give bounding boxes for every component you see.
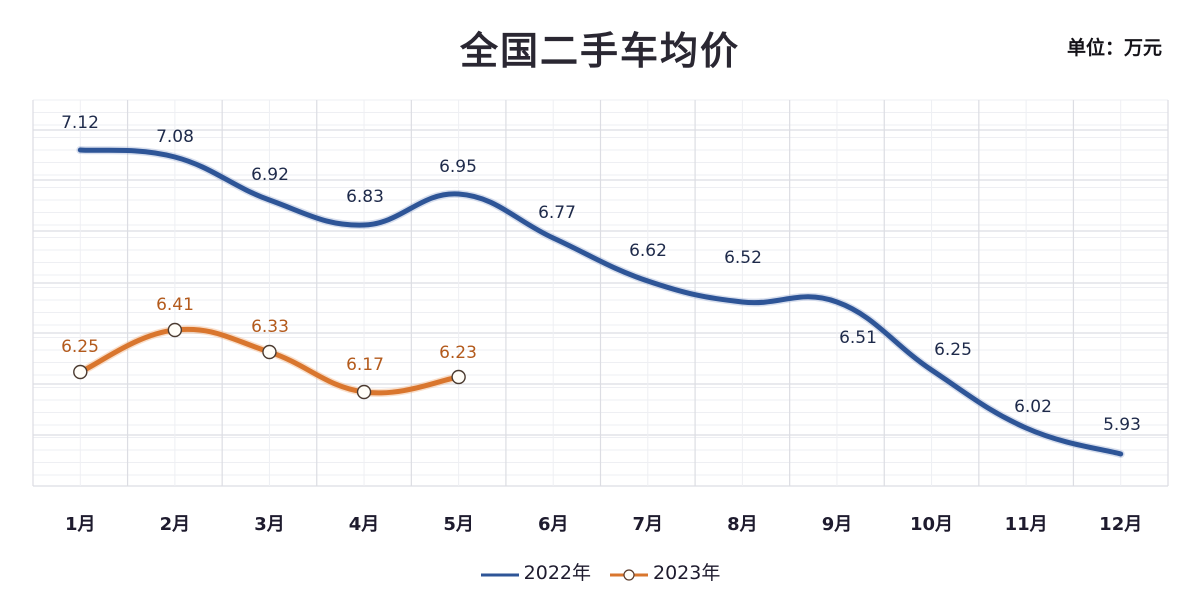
x-axis-label: 1月 (65, 514, 96, 535)
data-label-2022: 6.62 (629, 241, 667, 261)
x-axis-label: 11月 (1005, 514, 1048, 535)
data-label-2022: 6.77 (538, 203, 576, 223)
data-point-marker (262, 344, 277, 360)
x-axis-label: 8月 (727, 514, 758, 535)
legend: 2022年 2023年 (0, 558, 1200, 585)
data-label-2022: 6.02 (1014, 397, 1052, 417)
series-2022-line (76, 146, 1125, 458)
x-axis-label: 3月 (254, 514, 285, 535)
data-label-2022: 6.83 (346, 187, 384, 207)
x-axis-label: 6月 (538, 514, 569, 535)
x-axis-label: 12月 (1099, 514, 1142, 535)
data-label-2022: 6.51 (839, 328, 877, 348)
data-label-2023: 6.17 (346, 355, 384, 375)
x-axis-label: 4月 (349, 514, 380, 535)
data-label-2022: 6.92 (251, 165, 289, 185)
series-2023-line (73, 322, 466, 400)
data-label-2022: 5.93 (1103, 415, 1141, 435)
data-label-2023: 6.25 (61, 337, 99, 357)
x-axis-label: 5月 (443, 514, 474, 535)
x-axis-label: 9月 (822, 514, 853, 535)
legend-line-circle-icon (609, 565, 649, 581)
data-labels: 7.12 7.08 6.92 6.83 6.95 6.77 6.62 6.52 6.51 6.25… (61, 113, 1141, 435)
legend-item-2023[interactable]: 2023年 (609, 558, 720, 585)
data-point-marker (356, 384, 372, 400)
x-axis-label: 7月 (633, 514, 664, 535)
data-point-marker (167, 322, 183, 338)
data-label-2023: 6.41 (156, 295, 194, 315)
x-axis-label: 10月 (910, 514, 953, 535)
legend-label: 2022年 (523, 562, 591, 584)
data-label-2022: 6.52 (724, 248, 762, 268)
data-label-2023: 6.23 (439, 343, 477, 363)
x-axis-labels: 1月 2月 3月 4月 5月 6月 7月 8月 9月 10月 11月 12月 (65, 514, 1142, 535)
legend-label: 2023年 (653, 562, 721, 584)
data-label-2022: 6.25 (934, 340, 972, 360)
x-axis-label: 2月 (160, 514, 191, 535)
data-label-2022: 6.95 (439, 157, 477, 177)
data-point-marker (73, 364, 88, 380)
grid (32, 99, 1169, 487)
data-label-2023: 6.33 (251, 317, 289, 337)
data-label-2022: 7.08 (156, 127, 194, 147)
chart-title: 全国二手车均价 (459, 29, 740, 73)
legend-item-2022[interactable]: 2022年 (480, 558, 591, 585)
legend-line-icon (480, 565, 520, 579)
data-label-2022: 7.12 (61, 113, 99, 133)
data-point-marker (451, 369, 466, 385)
unit-label: 单位：万元 (1066, 37, 1162, 59)
